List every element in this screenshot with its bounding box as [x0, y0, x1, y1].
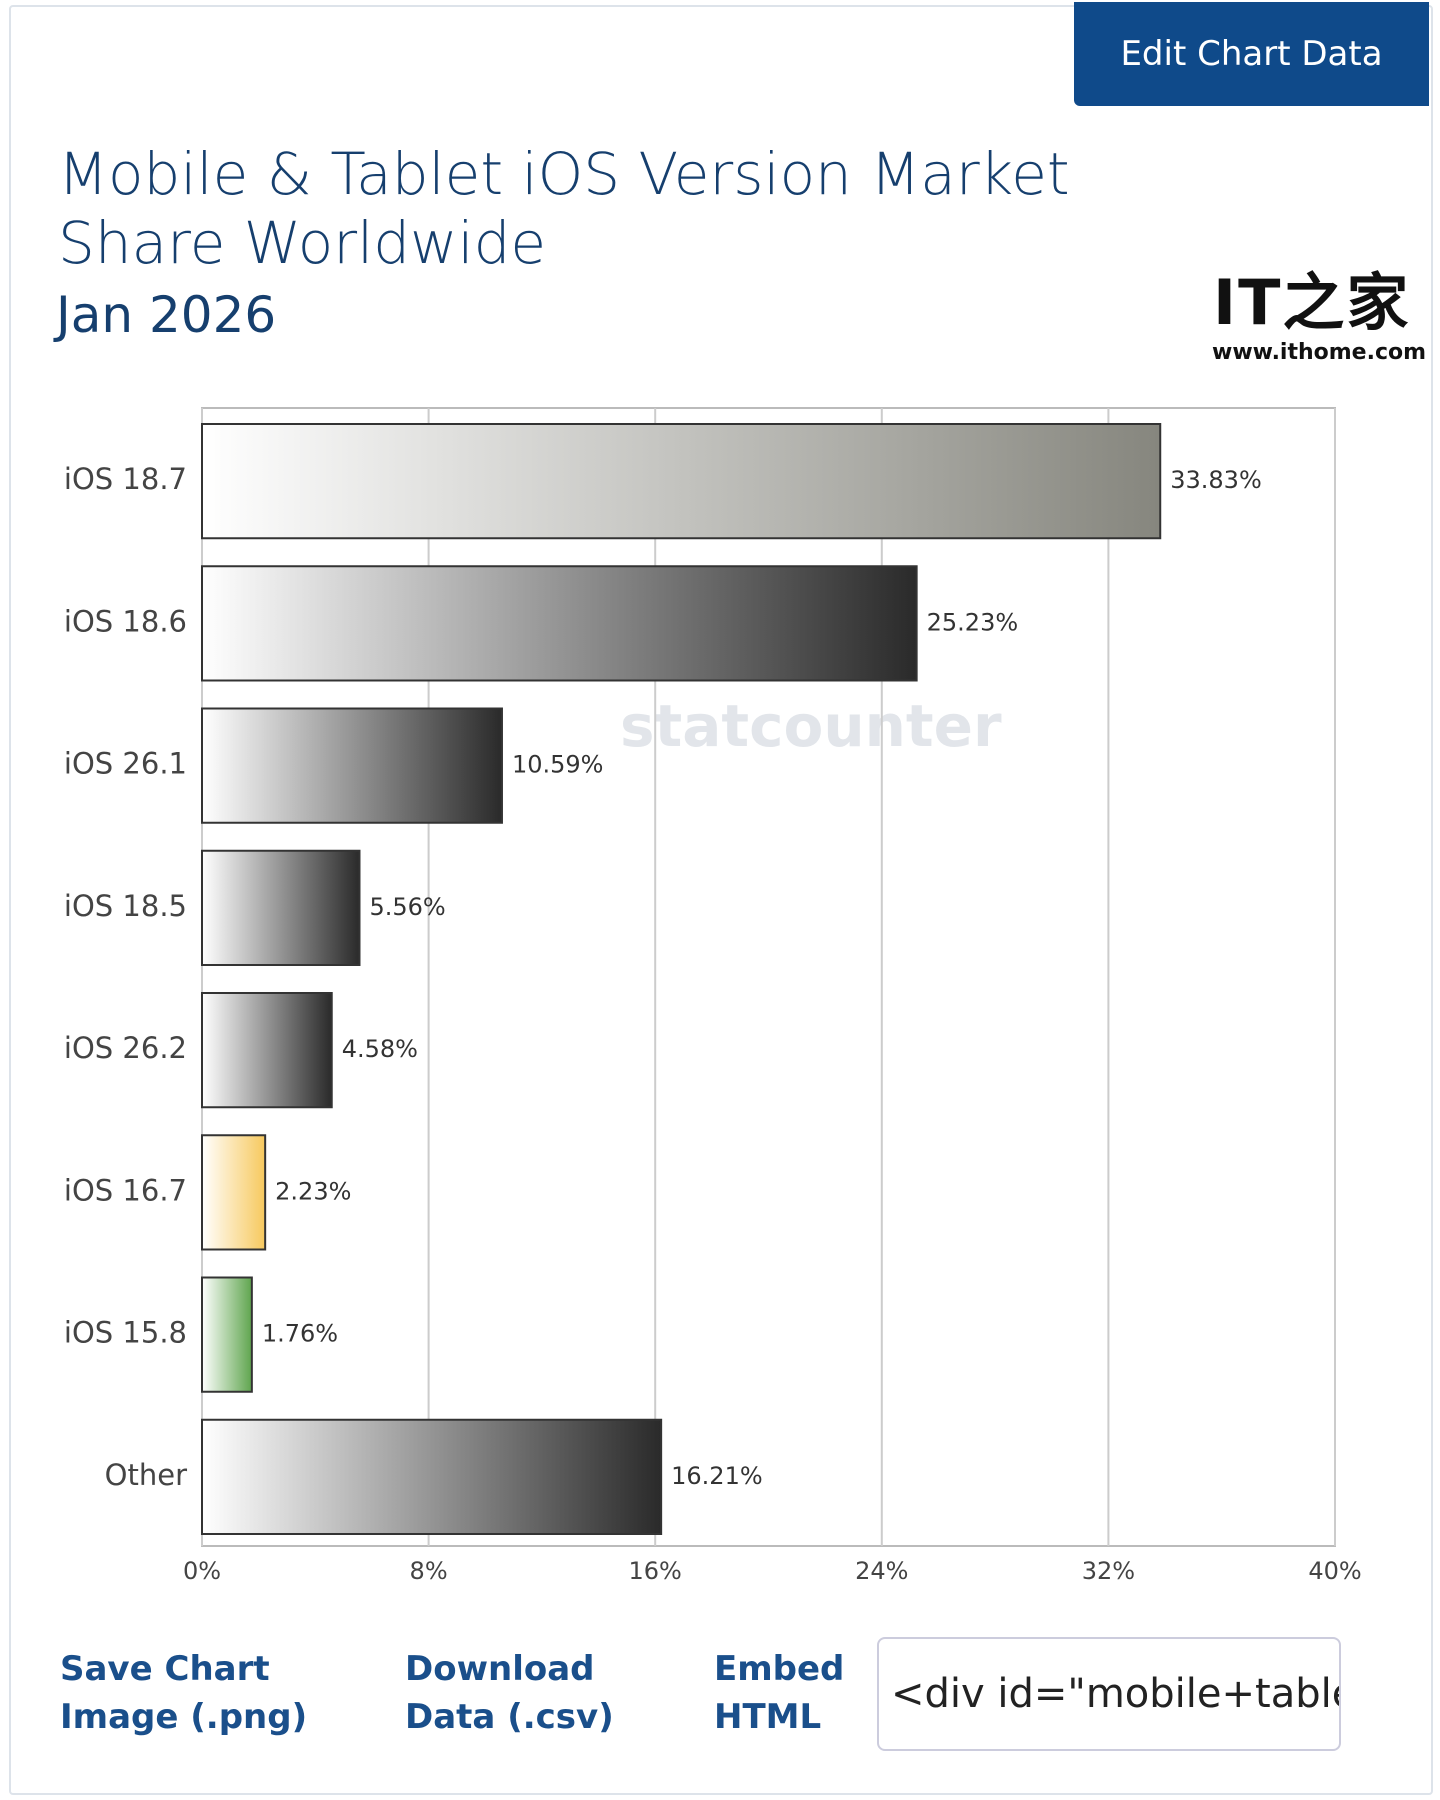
value-label: 16.21%	[671, 1462, 763, 1490]
value-label: 25.23%	[927, 608, 1019, 636]
value-label: 4.58%	[342, 1035, 418, 1063]
site-url: www.ithome.com	[1212, 340, 1427, 365]
embed-link[interactable]: Embed HTML	[714, 1649, 845, 1737]
bar	[201, 707, 503, 824]
x-tick-label: 8%	[410, 1557, 448, 1585]
edit-button[interactable]: Edit Chart Data	[1074, 2, 1429, 106]
logo: IT之家	[1213, 266, 1411, 339]
y-tick-label: iOS 18.7	[64, 462, 187, 496]
bar	[201, 565, 918, 682]
bar	[201, 423, 1162, 540]
y-tick-label: iOS 15.8	[64, 1316, 187, 1350]
save-image-link[interactable]: Save Chart Image (.png)	[60, 1649, 308, 1737]
chart-subtitle: Jan 2026	[56, 286, 277, 344]
x-tick-label: 40%	[1308, 1557, 1361, 1585]
bar	[201, 1418, 663, 1535]
x-tick-label: 16%	[629, 1557, 682, 1585]
x-tick-label: 0%	[183, 1557, 221, 1585]
bar	[201, 1276, 253, 1393]
watermark: statcounter	[620, 692, 1002, 760]
download-link[interactable]: Download Data (.csv)	[405, 1649, 614, 1737]
bar	[201, 992, 333, 1109]
y-tick-label: Other	[105, 1458, 187, 1492]
bar	[201, 849, 361, 966]
frame	[9, 5, 1433, 1795]
bar	[201, 1134, 267, 1251]
value-label: 10.59%	[512, 751, 604, 779]
embed-input[interactable]: <div id="mobile+tablet-i	[877, 1637, 1341, 1751]
y-tick-label: iOS 18.6	[64, 604, 187, 638]
value-label: 33.83%	[1170, 466, 1262, 494]
y-tick-label: iOS 26.2	[64, 1031, 187, 1065]
x-tick-label: 24%	[855, 1557, 908, 1585]
chart-title: Mobile & Tablet iOS Version Market Share…	[58, 140, 1070, 277]
value-label: 1.76%	[262, 1320, 338, 1348]
y-tick-label: iOS 26.1	[64, 747, 187, 781]
value-label: 2.23%	[275, 1177, 351, 1205]
value-label: 5.56%	[369, 893, 445, 921]
y-tick-label: iOS 16.7	[64, 1173, 187, 1207]
x-tick-label: 32%	[1082, 1557, 1135, 1585]
y-tick-label: iOS 18.5	[64, 889, 187, 923]
